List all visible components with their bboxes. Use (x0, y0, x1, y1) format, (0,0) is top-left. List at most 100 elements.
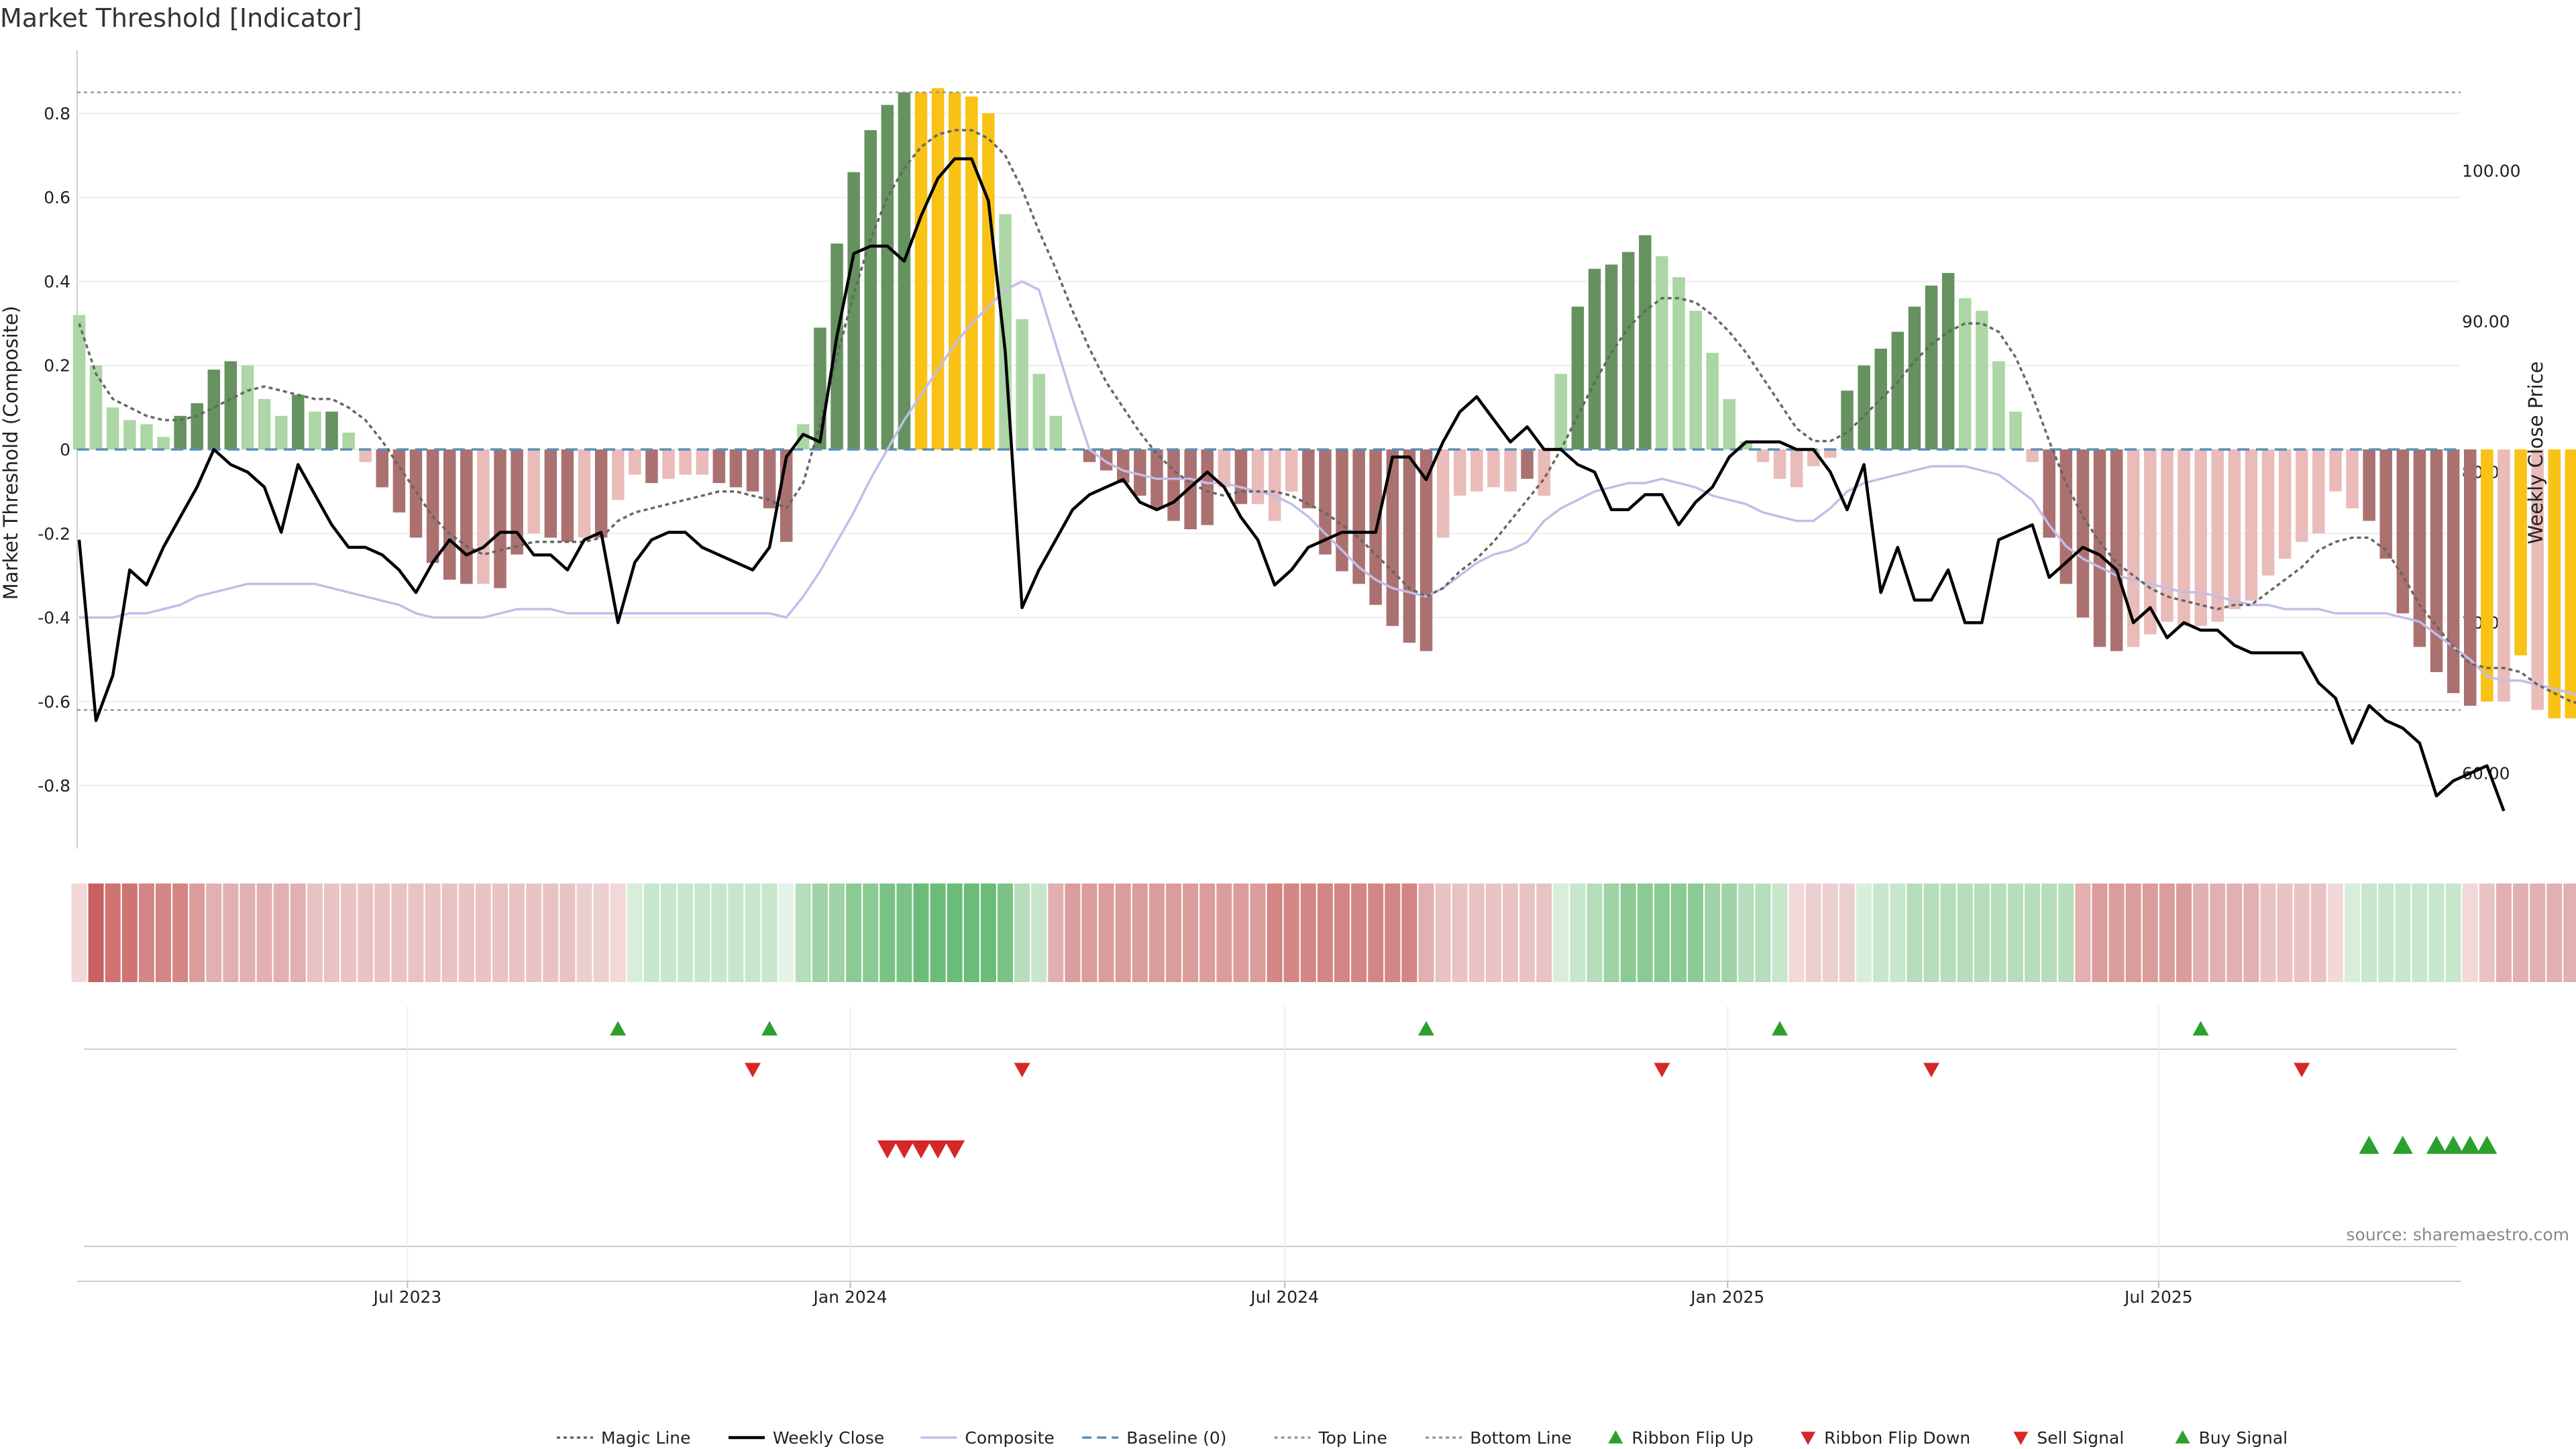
legend-marker-up (1608, 1430, 1623, 1444)
ribbon-cell (1772, 883, 1788, 982)
composite-bar (561, 449, 574, 542)
composite-bar (2531, 449, 2544, 710)
composite-bar (2481, 449, 2493, 702)
ribbon-cell (2041, 883, 2057, 982)
composite-bar (1554, 374, 1568, 449)
ribbon-cell (795, 883, 811, 982)
composite-bar (106, 407, 119, 449)
composite-bar (1925, 285, 1938, 449)
ribbon-cell (1721, 883, 1737, 982)
x-tick-label: Jul 2024 (1249, 1287, 1319, 1307)
ribbon-cell (963, 883, 979, 982)
ribbon-cell (1283, 883, 1299, 982)
composite-bar (830, 244, 843, 449)
ribbon-cell (593, 883, 609, 982)
sell-signal-marker (945, 1140, 965, 1159)
ribbon-cell (1132, 883, 1148, 982)
composite-bar (1706, 352, 1719, 449)
ribbon-cell (896, 883, 912, 982)
composite-bar (1672, 277, 1685, 449)
ribbon-cell (441, 883, 458, 982)
legend-item: Composite (920, 1428, 1055, 1448)
composite-bar (1571, 307, 1585, 449)
ribbon-cell (2226, 883, 2243, 982)
ribbon-cell (947, 883, 963, 982)
ribbon-cell (256, 883, 272, 982)
legend-item: Bottom Line (1426, 1428, 1572, 1448)
ribbon-cell (1452, 883, 1468, 982)
ribbon-cell (930, 883, 946, 982)
ribbon-cell (1974, 883, 1990, 982)
composite-bar (1824, 449, 1837, 458)
ribbon-cell (2378, 883, 2394, 982)
composite-bar (1639, 235, 1652, 449)
ribbon-cell (812, 883, 828, 982)
ribbon-cell (694, 883, 710, 982)
ribbon-cell (2075, 883, 2091, 982)
ribbon-cell (324, 883, 339, 982)
composite-bar (241, 365, 254, 449)
composite-bar (191, 403, 203, 449)
ribbon-cell (341, 883, 357, 982)
ribbon-cell (2412, 883, 2428, 982)
composite-bar (1891, 331, 1904, 449)
composite-bar (1251, 449, 1265, 504)
ribbon-cell (1014, 883, 1030, 982)
ribbon-cell (88, 883, 104, 982)
ribbon-cell (559, 883, 576, 982)
composite-bar (2363, 449, 2375, 521)
composite-bar (1099, 449, 1113, 471)
composite-bar (342, 432, 355, 449)
ribbon-cell (156, 883, 171, 982)
composite-bar (1992, 361, 2005, 449)
ribbon-cell (105, 883, 121, 982)
composite-bar (511, 449, 523, 555)
left-tick-label: 0.6 (44, 188, 70, 207)
ribbon-cell (643, 883, 659, 982)
composite-bar (1959, 298, 1972, 449)
composite-bar (847, 172, 860, 449)
ribbon-cell (2345, 883, 2360, 982)
ribbon-cell (1839, 883, 1855, 982)
ribbon-cell (1385, 883, 1401, 982)
composite-bar (662, 449, 675, 479)
composite-bar (696, 449, 708, 475)
composite-bar (2059, 449, 2073, 584)
ribbon-cell (627, 883, 643, 982)
composite-bar (1032, 374, 1045, 449)
ribbon-cell (1148, 883, 1165, 982)
ribbon-cell (1435, 883, 1451, 982)
ribbon-cell (1081, 883, 1097, 982)
ribbon-cell (1199, 883, 1216, 982)
ribbon-cell (475, 883, 491, 982)
composite-bar (729, 449, 743, 488)
legend-label: Weekly Close (773, 1428, 884, 1448)
left-tick-label: -0.8 (38, 776, 70, 796)
legend-item: Weekly Close (729, 1428, 884, 1448)
signal-panel (84, 1136, 2498, 1247)
ribbon-cell (913, 883, 929, 982)
composite-bar (763, 449, 776, 508)
composite-bar (1487, 449, 1500, 488)
ribbon-cell (1805, 883, 1821, 982)
ribbon-cell (576, 883, 592, 982)
composite-bar (426, 449, 439, 564)
composite-bar (2009, 411, 2022, 449)
ribbon-flip-up-marker (1772, 1021, 1788, 1036)
sell-signal-marker (894, 1140, 914, 1159)
composite-bar (1117, 449, 1130, 484)
composite-bar (2396, 449, 2410, 614)
ribbon-cell (1553, 883, 1569, 982)
composite-bar (1454, 449, 1466, 496)
legend-item: Baseline (0) (1082, 1428, 1227, 1448)
ribbon-cell (829, 883, 845, 982)
composite-bar (1908, 307, 1921, 449)
composite-bar (931, 88, 945, 449)
ribbon-cell (408, 883, 424, 982)
x-axis: Jul 2023 Jan 2024 Jul 2024 Jan 2025 Jul 2025 (77, 1006, 2461, 1307)
composite-bar (2278, 449, 2292, 559)
ribbon-cell (2125, 883, 2141, 982)
ribbon-cell (307, 883, 323, 982)
legend: Magic Line Weekly Close Composite Baseline … (557, 1428, 2288, 1448)
composite-bar (2312, 449, 2325, 534)
